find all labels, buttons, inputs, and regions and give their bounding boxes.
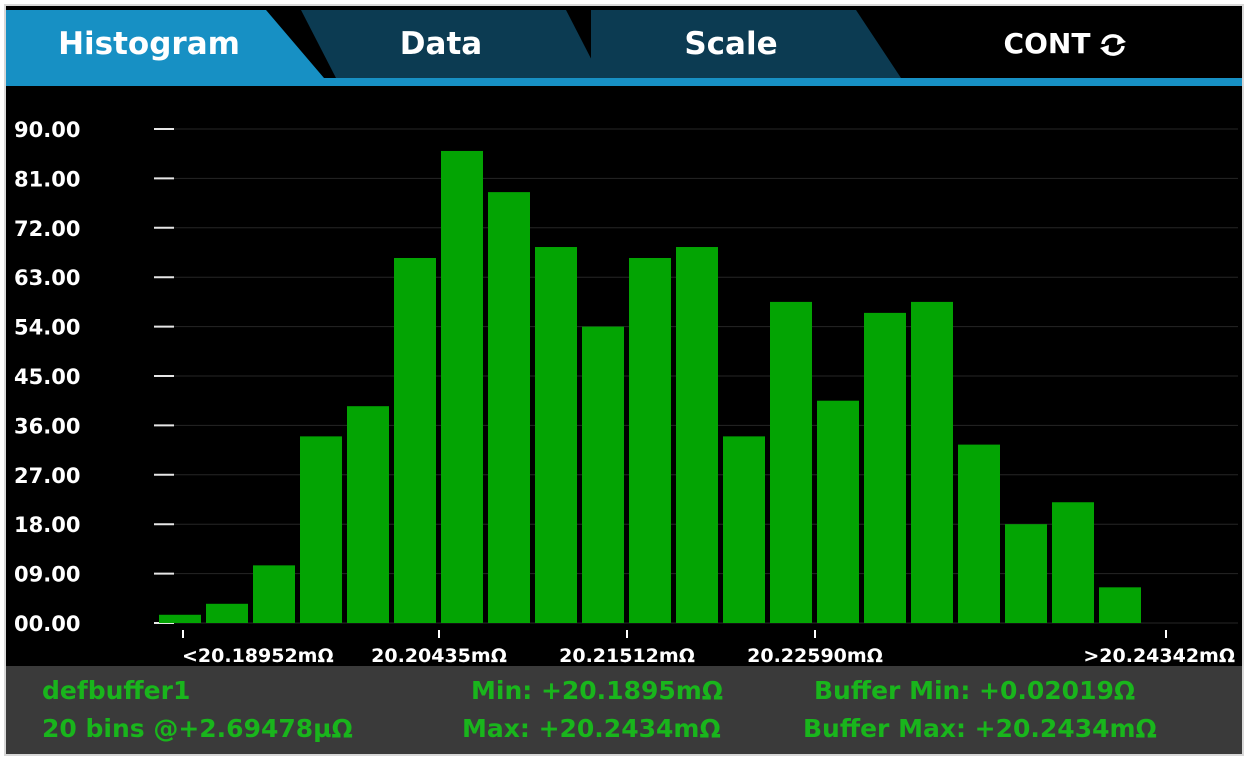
histogram-bar (1005, 524, 1047, 623)
x-tick-label: <20.18952mΩ (182, 645, 334, 666)
cont-button[interactable]: CONT (966, 22, 1166, 66)
buffer-min-value: Buffer Min: +0.02019Ω (814, 676, 1136, 705)
cont-label: CONT (1003, 27, 1091, 60)
histogram-bar (864, 312, 906, 623)
y-tick-label: 90.00 (14, 118, 80, 142)
y-tick-label: 72.00 (14, 217, 80, 241)
histogram-bar (676, 247, 718, 623)
y-tick-label: 27.00 (14, 464, 80, 488)
y-tick-label: 09.00 (14, 563, 80, 587)
y-tick-label: 81.00 (14, 167, 80, 191)
tab-histogram[interactable]: Histogram (58, 26, 240, 62)
x-tick-label: 20.22590mΩ (747, 645, 883, 666)
histogram-bar (723, 436, 765, 623)
histogram-bar (629, 257, 671, 623)
histogram-bar (253, 565, 295, 623)
y-tick-label: 36.00 (14, 414, 80, 438)
histogram-bar (911, 301, 953, 623)
tab-scale[interactable]: Scale (684, 26, 778, 62)
y-tick-label: 18.00 (14, 513, 80, 537)
histogram-bar (300, 436, 342, 623)
tab-data[interactable]: Data (399, 26, 483, 62)
tab-histogram-shape (6, 10, 324, 78)
y-tick-label: 00.00 (14, 612, 80, 636)
refresh-icon (1100, 34, 1127, 56)
tab-underline (6, 78, 1242, 86)
tab-scale-shape (591, 10, 901, 78)
histogram-bar (206, 603, 248, 623)
y-tick-label: 63.00 (14, 266, 80, 290)
tab-shapes (6, 10, 1242, 86)
histogram-bar (394, 257, 436, 623)
min-value: Min: +20.1895mΩ (471, 676, 724, 705)
histogram-bar (159, 614, 201, 623)
y-tick-label: 54.00 (14, 316, 80, 340)
histogram-bar (347, 406, 389, 623)
tab-data-shape (301, 10, 601, 78)
histogram-bar (817, 400, 859, 623)
histogram-bar (488, 192, 530, 623)
histogram-bar (535, 247, 577, 623)
tab-bar: Histogram Data Scale CONT (6, 6, 1242, 92)
x-tick-label: 20.20435mΩ (371, 645, 507, 666)
x-axis: <20.18952mΩ 20.20435mΩ 20.21512mΩ 20.22590m… (182, 630, 1235, 666)
x-tick-label: >20.24342mΩ (1083, 645, 1235, 666)
histogram-chart: 00.00 09.00 18.00 27.00 36.00 45.00 54.00 63.00… (14, 118, 1238, 666)
histogram-screen: Histogram Data Scale CONT 00.00 09.00 18.0… (4, 4, 1244, 756)
histogram-bar (958, 444, 1000, 623)
buffer-max-value: Buffer Max: +20.2434mΩ (803, 714, 1157, 743)
histogram-bar (582, 326, 624, 623)
buffer-name: defbuffer1 (42, 676, 191, 705)
histogram-bar (1052, 502, 1094, 623)
status-footer: defbuffer1 20 bins @+2.69478µΩ Min: +20.… (6, 666, 1242, 754)
bin-info: 20 bins @+2.69478µΩ (42, 714, 353, 743)
y-tick-label: 45.00 (14, 365, 80, 389)
histogram-bar (1099, 587, 1141, 623)
y-axis: 00.00 09.00 18.00 27.00 36.00 45.00 54.00 63.00… (14, 118, 174, 636)
histogram-bar (441, 150, 483, 623)
x-tick-label: 20.21512mΩ (559, 645, 695, 666)
max-value: Max: +20.2434mΩ (462, 714, 721, 743)
bars (159, 150, 1141, 623)
histogram-bar (770, 301, 812, 623)
